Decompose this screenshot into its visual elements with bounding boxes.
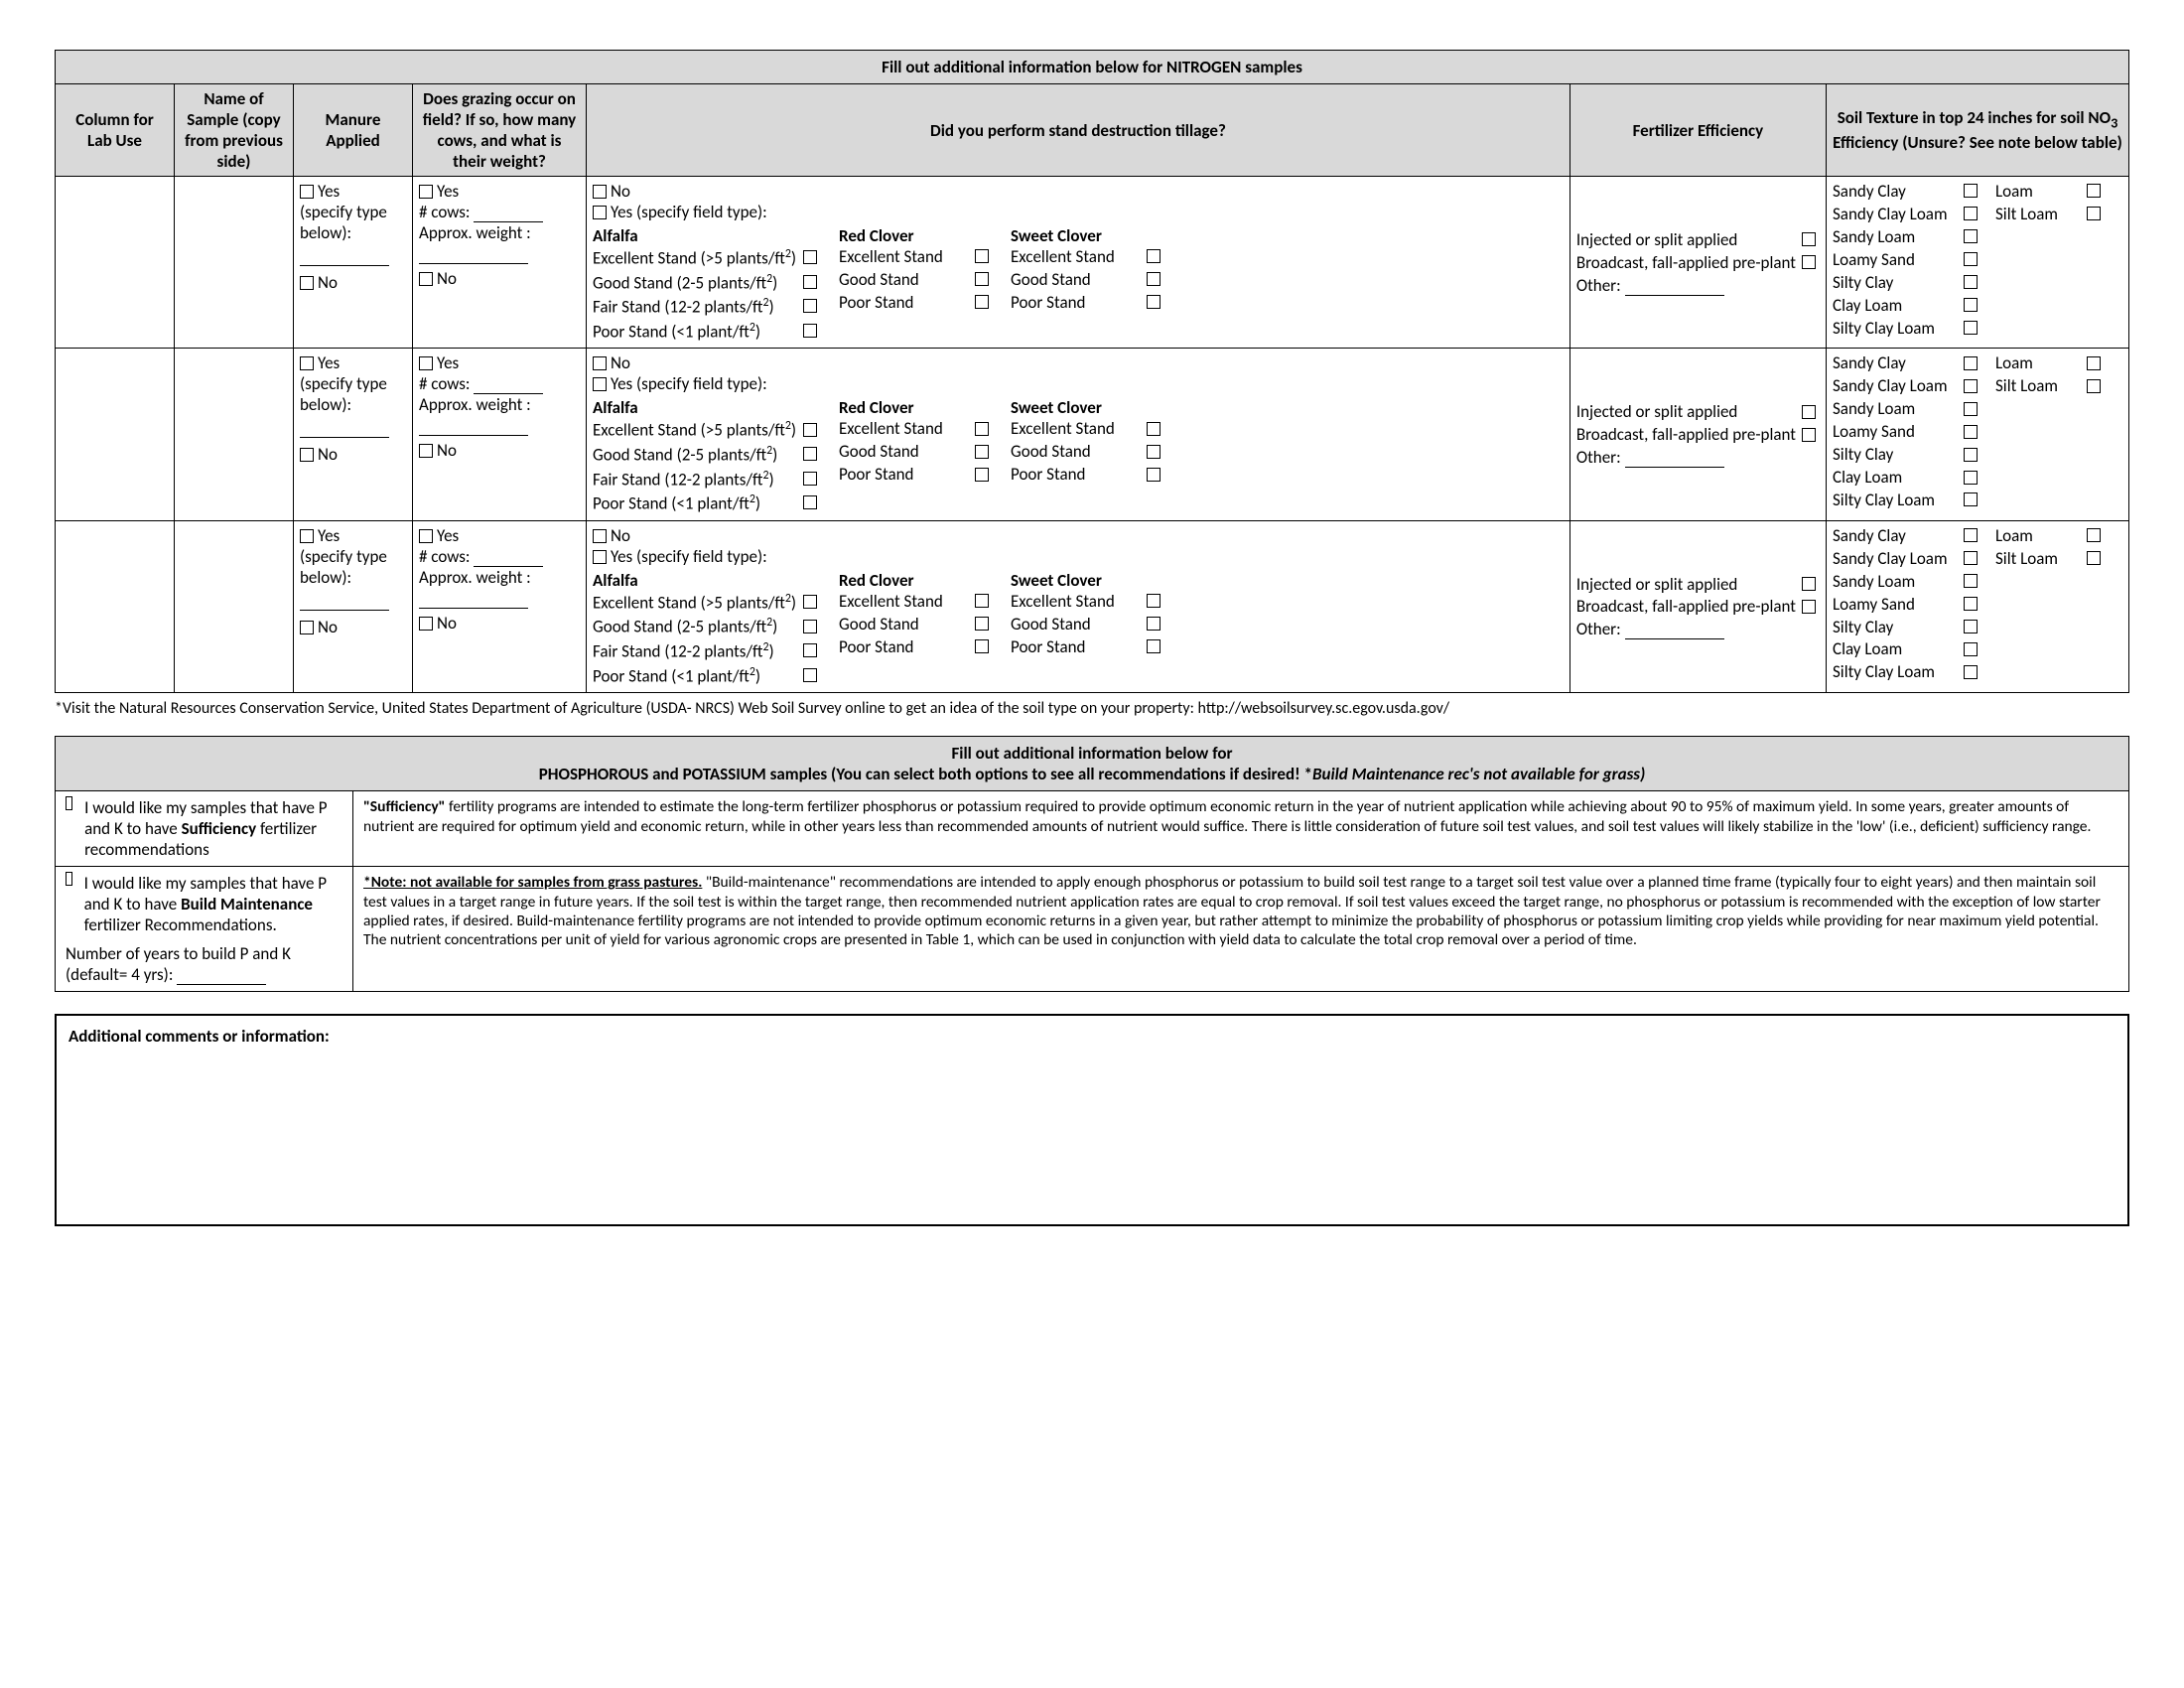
comments-area[interactable]: [354, 1016, 2127, 1224]
cell-fert: Injected or split applied Broadcast, fal…: [1570, 520, 1826, 692]
footnote: *Visit the Natural Resources Conservatio…: [55, 699, 2129, 718]
hdr-manure: Manure Applied: [294, 84, 413, 177]
cell-grazing: Yes# cows: Approx. weight :No: [413, 520, 587, 692]
hdr-stand: Did you perform stand destruction tillag…: [587, 84, 1570, 177]
years-input[interactable]: [177, 968, 266, 985]
hdr-texture: Soil Texture in top 24 inches for soil N…: [1827, 84, 2129, 177]
nitrogen-table: Fill out additional information below fo…: [55, 50, 2129, 693]
cell-lab[interactable]: [56, 177, 175, 349]
cell-manure: Yes(specify type below):No: [294, 177, 413, 349]
hdr-fert: Fertilizer Efficiency: [1570, 84, 1826, 177]
pk-title: Fill out additional information below fo…: [56, 737, 2129, 791]
cell-stand: NoYes (specify field type): Alfalfa Exce…: [587, 349, 1570, 520]
comments-label: Additional comments or information:: [57, 1016, 354, 1224]
cell-grazing: Yes# cows: Approx. weight :No: [413, 177, 587, 349]
nitrogen-row: Yes(specify type below):No Yes# cows: Ap…: [56, 349, 2129, 520]
cell-sample[interactable]: [175, 177, 294, 349]
cell-texture: Sandy Clay Sandy Clay Loam Sandy Loam Lo…: [1827, 520, 2129, 692]
hdr-lab: Column for Lab Use: [56, 84, 175, 177]
comments-box: Additional comments or information:: [55, 1014, 2129, 1226]
cell-fert: Injected or split applied Broadcast, fal…: [1570, 349, 1826, 520]
pk-desc-sufficiency: "Sufficiency" fertility programs are int…: [353, 791, 2129, 867]
cell-sample[interactable]: [175, 520, 294, 692]
pk-opt-build: I would like my samples that have P and …: [56, 867, 353, 992]
cell-sample[interactable]: [175, 349, 294, 520]
cell-fert: Injected or split applied Broadcast, fal…: [1570, 177, 1826, 349]
pk-table: Fill out additional information below fo…: [55, 736, 2129, 992]
nitrogen-row: Yes(specify type below):No Yes# cows: Ap…: [56, 177, 2129, 349]
cell-lab[interactable]: [56, 520, 175, 692]
checkbox-build-maintenance[interactable]: [66, 872, 72, 886]
cell-manure: Yes(specify type below):No: [294, 349, 413, 520]
pk-desc-build: *Note: not available for samples from gr…: [353, 867, 2129, 992]
cell-texture: Sandy Clay Sandy Clay Loam Sandy Loam Lo…: [1827, 349, 2129, 520]
cell-manure: Yes(specify type below):No: [294, 520, 413, 692]
cell-grazing: Yes# cows: Approx. weight :No: [413, 349, 587, 520]
nitrogen-row: Yes(specify type below):No Yes# cows: Ap…: [56, 520, 2129, 692]
cell-texture: Sandy Clay Sandy Clay Loam Sandy Loam Lo…: [1827, 177, 2129, 349]
hdr-sample: Name of Sample (copy from previous side): [175, 84, 294, 177]
cell-lab[interactable]: [56, 349, 175, 520]
cell-stand: NoYes (specify field type): Alfalfa Exce…: [587, 520, 1570, 692]
nitrogen-title: Fill out additional information below fo…: [56, 51, 2129, 84]
checkbox-sufficiency[interactable]: [66, 796, 72, 810]
hdr-grazing: Does grazing occur on field? If so, how …: [413, 84, 587, 177]
cell-stand: NoYes (specify field type): Alfalfa Exce…: [587, 177, 1570, 349]
pk-opt-sufficiency: I would like my samples that have P and …: [56, 791, 353, 867]
